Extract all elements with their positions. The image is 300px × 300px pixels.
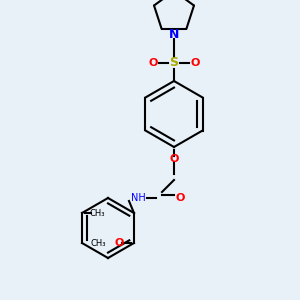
- Text: O: O: [169, 154, 179, 164]
- Text: O: O: [114, 238, 124, 248]
- Text: CH₃: CH₃: [90, 238, 106, 247]
- Text: O: O: [190, 58, 200, 68]
- Text: N: N: [169, 28, 179, 41]
- Text: O: O: [148, 58, 158, 68]
- Text: O: O: [175, 193, 185, 203]
- Text: S: S: [169, 56, 178, 70]
- Text: NH: NH: [130, 193, 146, 203]
- Text: CH₃: CH₃: [89, 208, 105, 217]
